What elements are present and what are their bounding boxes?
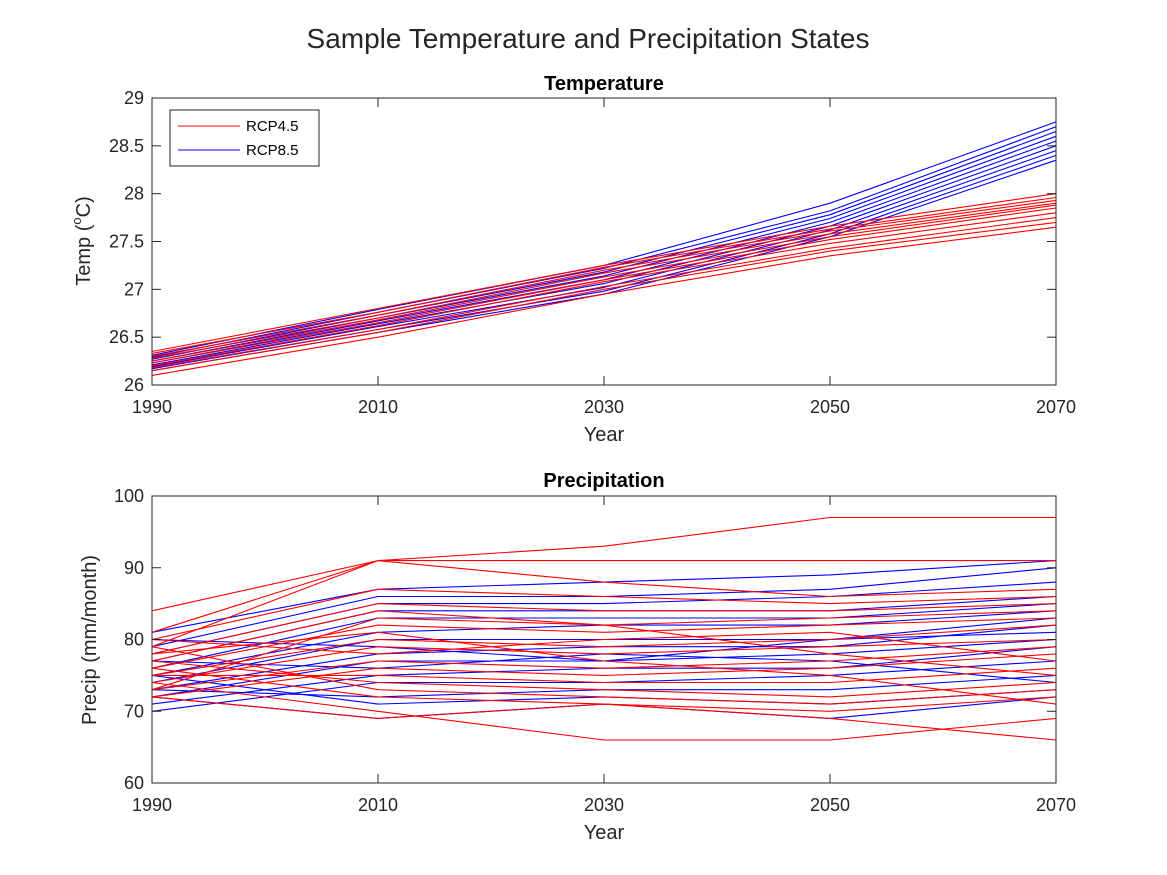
precipitation-series-rcp45-17: [151, 631, 1057, 705]
precipitation-ticks: 1990 2010 2030 2050 2070 60 70 80 90 100: [114, 486, 1076, 815]
temperature-x-tick-label-1990: 1990: [132, 397, 172, 417]
temperature-series-rcp85-12: [151, 150, 1057, 368]
precipitation-x-axis-label: Year: [584, 822, 625, 844]
precipitation-y-tick-label-100: 100: [114, 486, 144, 506]
precipitation-series-rcp85-24: [151, 603, 1057, 669]
temperature-series-rcp45-7: [151, 199, 1057, 357]
precipitation-x-tick-label-1990: 1990: [132, 795, 172, 815]
precipitation-series-rcp45-4: [151, 603, 1057, 655]
precipitation-series-rcp45-16: [151, 696, 1057, 741]
precipitation-y-tick-label-90: 90: [124, 558, 144, 578]
temperature-series-rcp45-3: [151, 212, 1057, 367]
temperature-x-axis-label: Year: [584, 424, 625, 446]
precipitation-series-rcp45-3: [151, 588, 1057, 641]
temperature-series-rcp45-2: [151, 217, 1057, 369]
temperature-y-axis-label: Temp (oC): [69, 196, 95, 285]
temperature-x-tick-label-2070: 2070: [1036, 397, 1076, 417]
precipitation-x-tick-label-2030: 2030: [584, 795, 624, 815]
precipitation-y-tick-label-70: 70: [124, 701, 144, 721]
precipitation-y-axis-label: Precip (mm/month): [79, 555, 101, 725]
precipitation-series-rcp45-7: [151, 624, 1057, 676]
precipitation-series-rcp85-21: [151, 567, 1057, 648]
temperature-series-rcp85-13: [151, 145, 1057, 366]
precipitation-axes-title: Precipitation: [543, 470, 664, 492]
temperature-y-tick-label-28.5: 28.5: [109, 136, 144, 156]
temperature-x-tick-label-2010: 2010: [358, 397, 398, 417]
temperature-x-tick-label-2030: 2030: [584, 397, 624, 417]
temperature-y-tick-label-28: 28: [124, 184, 144, 204]
temperature-series-rcp85-14: [151, 140, 1057, 364]
precipitation-series-rcp45-19: [151, 617, 1057, 691]
temperature-y-tick-label-27: 27: [124, 279, 144, 299]
temperature-series-rcp45-0: [151, 226, 1057, 376]
temperature-y-tick-label-26: 26: [124, 375, 144, 395]
temperature-y-tick-label-26.5: 26.5: [109, 327, 144, 347]
temperature-y-tick-label-27.5: 27.5: [109, 232, 144, 252]
precipitation-series-rcp45-10: [151, 653, 1057, 698]
precipitation-x-tick-label-2070: 2070: [1036, 795, 1076, 815]
precipitation-series-rcp45-1: [151, 560, 1056, 633]
precipitation-series-rcp45-2: [151, 560, 1057, 648]
precipitation-axes: Precipitation 1990 2010 2030 2050 2070 60 70 80…: [79, 470, 1076, 844]
temperature-ticks: 1990 2010 2030 2050 2070 26 26.5 27 27.5 28 28.5 29: [109, 88, 1076, 417]
temperature-series-rcp45-8: [151, 196, 1057, 354]
precipitation-series-rcp85-31: [151, 674, 1057, 698]
temperature-axes: Temperature 1990 2010 2030 2050 2070 26 26.5 27…: [69, 73, 1076, 446]
temperature-series-rcp45-1: [151, 221, 1057, 372]
figure-title: Sample Temperature and Precipitation Sta…: [307, 23, 870, 54]
temperature-x-tick-label-2050: 2050: [810, 397, 850, 417]
temperature-series-rcp45-6: [151, 202, 1057, 359]
precipitation-series-rcp45-15: [151, 681, 1057, 741]
temperature-series-rcp45-4: [151, 207, 1057, 364]
temperature-series-rcp85-17: [151, 126, 1057, 358]
precipitation-series-group: [151, 516, 1057, 741]
legend: RCP4.5 RCP8.5: [169, 109, 320, 167]
legend-label-rcp85: RCP8.5: [246, 142, 299, 159]
temperature-series-rcp85-16: [151, 130, 1057, 360]
precipitation-y-tick-label-60: 60: [124, 773, 144, 793]
temperature-series-rcp45-9: [151, 193, 1057, 353]
temperature-y-axis-label-superscript: o: [69, 217, 84, 224]
precipitation-series-rcp45-9: [151, 646, 1057, 691]
temperature-series-group: [151, 121, 1057, 376]
temperature-axes-title: Temperature: [544, 73, 664, 95]
temperature-y-axis-label-suffix: C): [73, 196, 95, 217]
legend-box: [169, 109, 320, 167]
precipitation-series-rcp45-13: [151, 646, 1057, 705]
temperature-y-axis-label-prefix: Temp (: [73, 224, 95, 285]
precipitation-series-rcp45-0: [151, 516, 1056, 612]
precipitation-series-rcp45-8: [151, 638, 1057, 684]
precipitation-x-tick-label-2050: 2050: [810, 795, 850, 815]
temperature-series-rcp45-5: [151, 204, 1057, 362]
precipitation-x-tick-label-2010: 2010: [358, 795, 398, 815]
precipitation-y-tick-label-80: 80: [124, 630, 144, 650]
temperature-series-rcp85-15: [151, 135, 1057, 362]
precipitation-series-rcp45-12: [151, 660, 1057, 698]
legend-label-rcp45: RCP4.5: [246, 118, 299, 135]
temperature-y-tick-label-29: 29: [124, 88, 144, 108]
precipitation-series-rcp45-18: [151, 631, 1057, 662]
